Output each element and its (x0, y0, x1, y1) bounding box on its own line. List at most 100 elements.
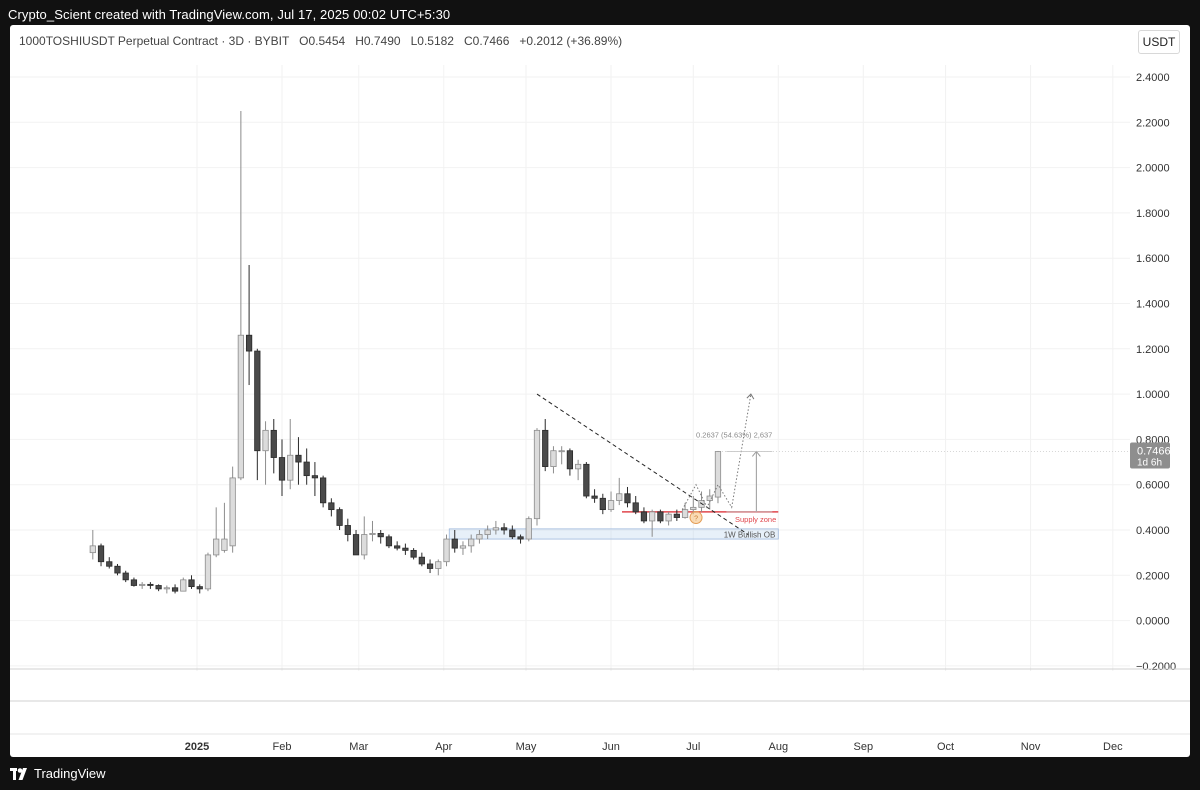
candle-body (204, 554, 212, 590)
price-tag-value: 0.7466 (1137, 445, 1171, 457)
candle-body (369, 532, 376, 535)
candlestick-chart[interactable]: 1W Bullish OB Supply zone ? 0.2637 (54.63%… (10, 25, 1190, 757)
candle (213, 507, 220, 558)
measure-label: 0.2637 (54.63%) 2,637 (696, 430, 772, 439)
candle (278, 439, 286, 497)
candle (204, 552, 212, 592)
zone-layer: 1W Bullish OB Supply zone (448, 511, 779, 540)
legend-high: H0.7490 (355, 34, 401, 48)
candle-body (262, 429, 269, 452)
candle (575, 459, 582, 481)
candle-body (624, 493, 631, 504)
candle (106, 557, 113, 569)
legend-change: +0.2012 (+36.89%) (519, 34, 623, 48)
x-tick-label: Apr (435, 741, 452, 753)
legend-close: C0.7466 (464, 34, 510, 48)
y-tick-label: 2.4000 (1136, 72, 1170, 84)
candle (443, 534, 450, 567)
candle-body (673, 513, 680, 518)
candle-body (665, 513, 672, 522)
candle (706, 489, 713, 510)
candle-body (542, 429, 549, 467)
candle-body (89, 545, 96, 554)
candle (418, 552, 425, 567)
candle-body (476, 534, 483, 540)
y-tick-label: 1.0000 (1136, 389, 1170, 401)
y-tick-label: 0.4000 (1136, 525, 1170, 537)
candle (89, 530, 96, 560)
y-tick-label: 0.2000 (1136, 570, 1170, 582)
candle (352, 530, 360, 556)
candle (451, 530, 458, 553)
candle (295, 437, 302, 485)
candle (254, 348, 261, 481)
candle (344, 518, 351, 542)
candle-body (155, 585, 162, 590)
candle-body (114, 565, 121, 574)
candle (591, 489, 598, 503)
y-tick-label: 1.8000 (1136, 208, 1170, 220)
candle (665, 511, 672, 526)
candle (517, 534, 524, 544)
candle-body (451, 538, 458, 549)
candle-body (352, 534, 360, 556)
y-tick-label: 1.2000 (1136, 344, 1170, 356)
candle (155, 584, 162, 592)
candle-body (517, 536, 524, 540)
candle (139, 582, 146, 589)
candle-body (106, 561, 113, 567)
projection-arrowhead (746, 393, 755, 400)
candle-body (328, 502, 335, 511)
candle (632, 496, 639, 515)
candle-body (607, 500, 615, 511)
candle (459, 541, 467, 555)
candle-body (180, 579, 187, 592)
candle (262, 421, 269, 485)
candle-body (270, 429, 277, 458)
candle (616, 477, 623, 506)
grid-layer (10, 65, 1130, 671)
candle (509, 525, 516, 540)
x-tick-label: Mar (349, 741, 368, 753)
candle (361, 516, 368, 560)
x-tick-label: Nov (1021, 741, 1041, 753)
candle (468, 534, 475, 553)
currency-button[interactable]: USDT (1138, 30, 1180, 54)
candle-body (163, 587, 170, 590)
chart-panel[interactable]: 1W Bullish OB Supply zone ? 0.2637 (54.63%… (10, 25, 1190, 757)
price-tag-countdown: 1d 6h (1137, 457, 1162, 468)
descending-trendline (536, 393, 749, 535)
candle-body (245, 334, 253, 352)
x-tick-label: Jun (602, 741, 620, 753)
candle-body (237, 334, 244, 479)
tradingview-logo: TradingView (10, 766, 106, 781)
candle (328, 498, 335, 517)
candle-body (583, 463, 590, 497)
candle (476, 530, 483, 544)
x-tick-label: Aug (769, 741, 789, 753)
candle (492, 520, 499, 535)
candle (525, 516, 532, 542)
candle-body (509, 529, 516, 538)
candle (500, 523, 508, 535)
candle-body (229, 477, 236, 547)
candle-body (188, 579, 195, 588)
candle-body (558, 450, 565, 453)
y-tick-label: 0.0000 (1136, 616, 1170, 628)
candle (410, 548, 417, 560)
candle-body (303, 461, 310, 477)
x-tick-label: Oct (937, 741, 954, 753)
candle-body (402, 547, 409, 551)
candle (245, 264, 253, 386)
footer-brand: TradingView (34, 766, 106, 781)
candle-body (632, 502, 639, 513)
x-tick-label: 2025 (185, 741, 209, 753)
candle-body (171, 587, 179, 592)
candle (114, 563, 121, 576)
candle (558, 446, 565, 465)
drawing-layer: ? 0.2637 (54.63%) 2,637 (536, 393, 1130, 535)
candle-body (377, 532, 384, 538)
candle (426, 559, 434, 574)
candle-body (566, 450, 574, 470)
